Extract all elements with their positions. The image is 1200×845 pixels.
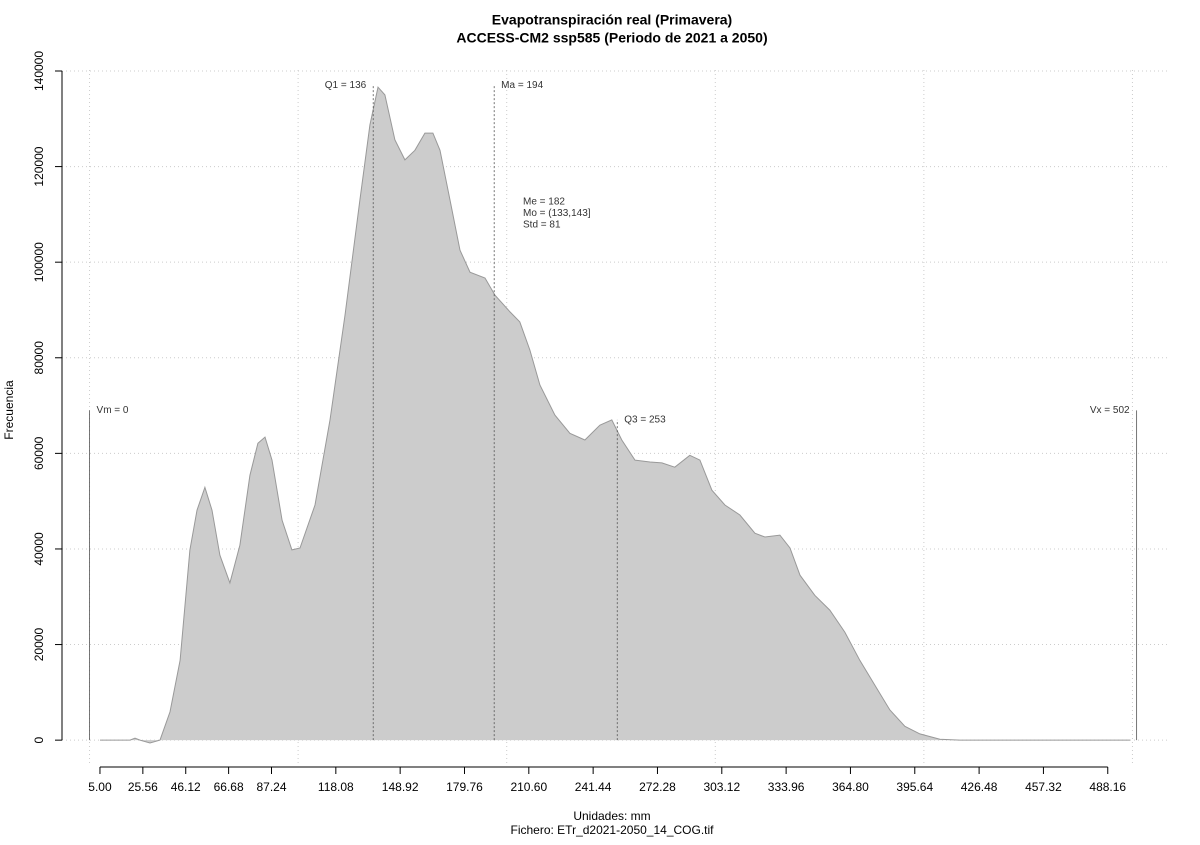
x-tick-label: 395.64 [896, 780, 933, 794]
x-tick-label: 25.56 [128, 780, 158, 794]
x-tick-label: 210.60 [510, 780, 547, 794]
annotation-label: Ma = 194 [501, 80, 543, 91]
y-tick-label: 80000 [32, 341, 46, 375]
y-tick-label: 20000 [32, 628, 46, 662]
x-tick-label: 148.92 [382, 780, 419, 794]
x-tick-label: 46.12 [171, 780, 201, 794]
annotation-label: Q3 = 253 [624, 415, 666, 426]
chart-title: Evapotranspiración real (Primavera) [492, 12, 732, 28]
x-tick-label: 364.80 [832, 780, 869, 794]
x-tick-label: 241.44 [575, 780, 612, 794]
x-tick-label: 488.16 [1089, 780, 1126, 794]
caption: Fichero: ETr_d2021-2050_14_COG.tif [511, 823, 715, 837]
annotation-label: Vx = 502 [1090, 405, 1130, 416]
area [100, 86, 1130, 744]
annotation-label: Vm = 0 [97, 405, 129, 416]
x-tick-label: 179.76 [446, 780, 483, 794]
annotation-label: Q1 = 136 [325, 80, 367, 91]
y-tick-label: 40000 [32, 532, 46, 566]
y-tick-label: 0 [32, 736, 46, 743]
x-tick-label: 5.00 [88, 780, 112, 794]
y-tick-label: 60000 [32, 436, 46, 470]
x-tick-label: 272.28 [639, 780, 676, 794]
x-tick-label: 66.68 [214, 780, 244, 794]
x-tick-label: 87.24 [256, 780, 286, 794]
x-tick-label: 303.12 [703, 780, 740, 794]
x-tick-label: 333.96 [768, 780, 805, 794]
y-tick-label: 100000 [32, 242, 46, 282]
y-tick-label: 140000 [32, 51, 46, 91]
y-tick-label: 120000 [32, 146, 46, 186]
x-tick-label: 426.48 [961, 780, 998, 794]
x-tick-label: 118.08 [318, 780, 354, 794]
x-axis-title: Unidades: mm [573, 809, 650, 823]
chart-subtitle: ACCESS-CM2 ssp585 (Periodo de 2021 a 205… [456, 30, 767, 46]
stat-label: Std = 81 [523, 220, 561, 231]
stat-label: Me = 182 [523, 197, 565, 208]
x-tick-label: 457.32 [1025, 780, 1062, 794]
area-fill [99, 87, 1130, 743]
y-axis-title: Frecuencia [2, 380, 16, 440]
stat-label: Mo = (133,143] [523, 208, 591, 219]
